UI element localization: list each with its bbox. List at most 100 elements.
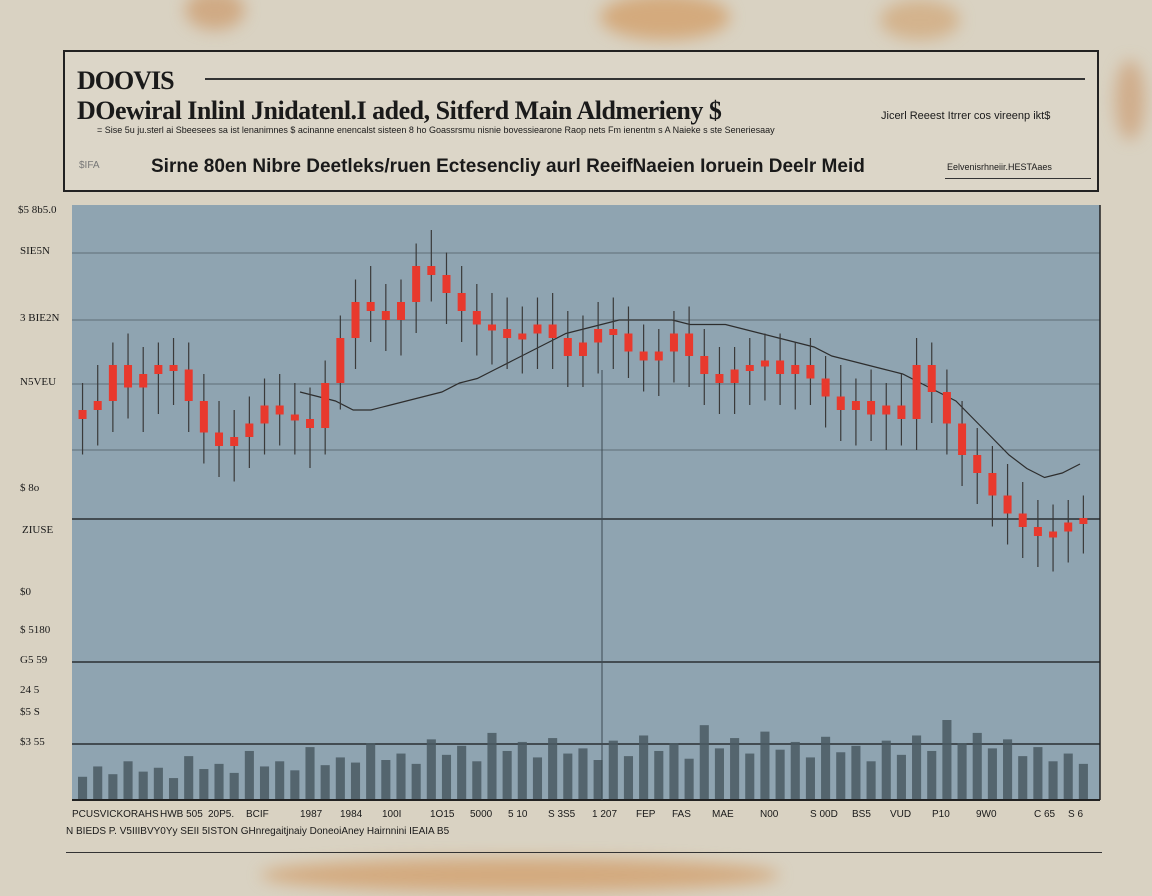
y-tick-label: 3 BIE2N <box>20 312 60 324</box>
plot-area <box>72 205 1100 800</box>
volume-bar <box>487 732 497 800</box>
candle-body <box>745 365 754 371</box>
volume-bar <box>821 736 831 800</box>
candle-body <box>973 455 982 473</box>
volume-bar <box>745 753 755 800</box>
volume-bar <box>517 741 527 800</box>
candle-body <box>730 369 739 383</box>
volume-bar <box>987 748 997 800</box>
x-tick-label: FAS <box>672 809 691 820</box>
chart-caption: Sirne 80en Nibre Deetleks/ruen Ectesencl… <box>151 156 865 177</box>
x-tick-label: MAE <box>712 809 734 820</box>
stain-top-center <box>600 0 730 40</box>
volume-bar <box>532 757 543 800</box>
candle-body <box>139 374 148 388</box>
candle-body <box>169 365 178 371</box>
volume-bar <box>654 750 664 800</box>
x-tick-label: P10 <box>932 809 950 820</box>
volume-bar <box>836 752 846 800</box>
candle-body <box>321 383 330 428</box>
volume-bar <box>684 758 694 800</box>
candle-body <box>806 365 815 379</box>
volume-bar <box>78 776 88 800</box>
volume-bar <box>896 754 906 800</box>
volume-bar <box>123 761 133 800</box>
volume-bar <box>472 761 482 800</box>
candle-body <box>78 410 87 419</box>
volume-bar <box>426 739 436 800</box>
volume-bar <box>108 774 118 800</box>
candle-body <box>396 302 405 320</box>
y-tick-label: G5 59 <box>20 654 48 666</box>
volume-bar <box>881 740 891 800</box>
chart-title: DOOVIS <box>77 66 175 95</box>
volume-bar <box>714 748 724 800</box>
footer-note: N BIEDS P. V5IIIBVY0Yy SEII 5ISTON GHnre… <box>66 826 450 837</box>
stain-top-right <box>880 0 960 40</box>
x-tick-label: 1984 <box>340 809 363 820</box>
volume-bar <box>1063 753 1073 800</box>
candle-body <box>867 401 876 415</box>
stain-bottom <box>260 858 780 892</box>
candle-body <box>958 423 967 455</box>
volume-bar <box>335 757 345 800</box>
volume-bar <box>775 749 785 800</box>
candle-body <box>230 437 239 446</box>
x-tick-label: HWB 505 <box>160 809 203 820</box>
candle-body <box>563 338 572 356</box>
chart-header: DOOVIS DOewiral Inlinl Jnidatenl.I aded,… <box>63 50 1099 192</box>
x-tick-label: PCUSVICKORAHS <box>72 809 159 820</box>
candle-body <box>336 338 345 383</box>
candle-body <box>912 365 921 419</box>
candle-body <box>776 360 785 374</box>
volume-bar <box>866 761 876 800</box>
header-rule-bottom <box>945 178 1091 179</box>
volume-bar <box>396 753 406 800</box>
candle-body <box>487 324 496 331</box>
candle-body <box>639 351 648 361</box>
x-tick-label: FEP <box>636 809 656 820</box>
volume-bar <box>457 745 467 800</box>
candle-body <box>199 401 208 433</box>
candle-body <box>275 405 284 415</box>
volume-bar <box>548 738 558 800</box>
candle-body <box>245 423 254 437</box>
candle-body <box>412 266 421 302</box>
volume-bar <box>1078 763 1088 800</box>
volume-bar <box>411 763 421 800</box>
candle-body <box>533 324 542 334</box>
volume-bar <box>229 772 239 800</box>
candle-body <box>609 329 618 335</box>
candle-body <box>882 405 891 415</box>
volume-bar <box>972 732 982 800</box>
volume-bar <box>669 743 679 800</box>
candle-body <box>1003 495 1012 514</box>
volume-bar <box>366 743 376 800</box>
caption-right: Eelvenisrhneiir.HESTAaes <box>947 162 1052 172</box>
candle-body <box>685 333 694 356</box>
volume-bar <box>730 738 740 800</box>
y-tick-label: $5 S <box>20 706 40 718</box>
y-tick-label: $ 8o <box>20 482 40 494</box>
volume-bar <box>184 756 194 800</box>
x-tick-label: BCIF <box>246 809 269 820</box>
y-axis-top-label: $5 8b5.0 <box>18 204 57 216</box>
x-tick-label: VUD <box>890 809 912 820</box>
candle-body <box>988 473 997 496</box>
stain-right <box>1115 60 1145 140</box>
x-tick-label: 20P5. <box>208 809 235 820</box>
volume-bar <box>441 754 452 800</box>
candle-body <box>715 374 724 383</box>
volume-bar <box>563 753 573 800</box>
candle-body <box>851 401 860 410</box>
y-tick-label: ZIUSE <box>22 524 54 536</box>
x-tick-label: 5000 <box>470 809 493 820</box>
candle-body <box>351 302 360 338</box>
candle-body <box>215 432 224 446</box>
volume-bar <box>912 735 922 800</box>
volume-bar <box>168 778 179 800</box>
volume-bar <box>199 769 209 800</box>
candle-body <box>624 333 633 352</box>
candle-body <box>942 392 951 424</box>
